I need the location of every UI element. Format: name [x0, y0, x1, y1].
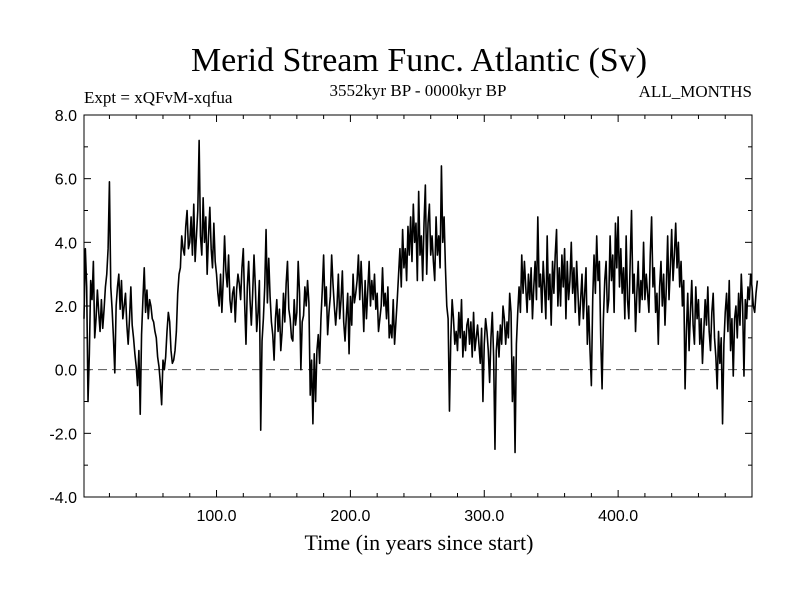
x-tick-labels: 100.0 200.0 300.0 400.0 — [197, 508, 639, 525]
axis-ticks — [84, 114, 752, 498]
chart-title: Merid Stream Func. Atlantic (Sv) — [191, 42, 647, 79]
expt-label: Expt = xQFvM-xqfua — [84, 88, 233, 107]
x-tick-label: 300.0 — [464, 508, 504, 525]
y-tick-label: 4.0 — [55, 235, 77, 252]
y-tick-label: 8.0 — [55, 108, 77, 125]
x-tick-label: 200.0 — [330, 508, 370, 525]
y-tick-label: -4.0 — [49, 490, 77, 507]
x-axis-label: Time (in years since start) — [305, 530, 534, 555]
x-tick-label: 400.0 — [598, 508, 638, 525]
x-tick-label: 100.0 — [197, 508, 237, 525]
plot-frame — [83, 114, 753, 498]
months-label: ALL_MONTHS — [639, 82, 752, 101]
y-tick-label: 0.0 — [55, 363, 77, 380]
y-tick-labels: -4.0 -2.0 0.0 2.0 4.0 6.0 8.0 — [49, 108, 77, 507]
time-range-label: 3552kyr BP - 0000kyr BP — [330, 81, 507, 100]
y-tick-label: 2.0 — [55, 299, 77, 316]
y-tick-label: 6.0 — [55, 172, 77, 189]
series-line — [83, 139, 759, 454]
y-tick-label: -2.0 — [49, 426, 77, 443]
